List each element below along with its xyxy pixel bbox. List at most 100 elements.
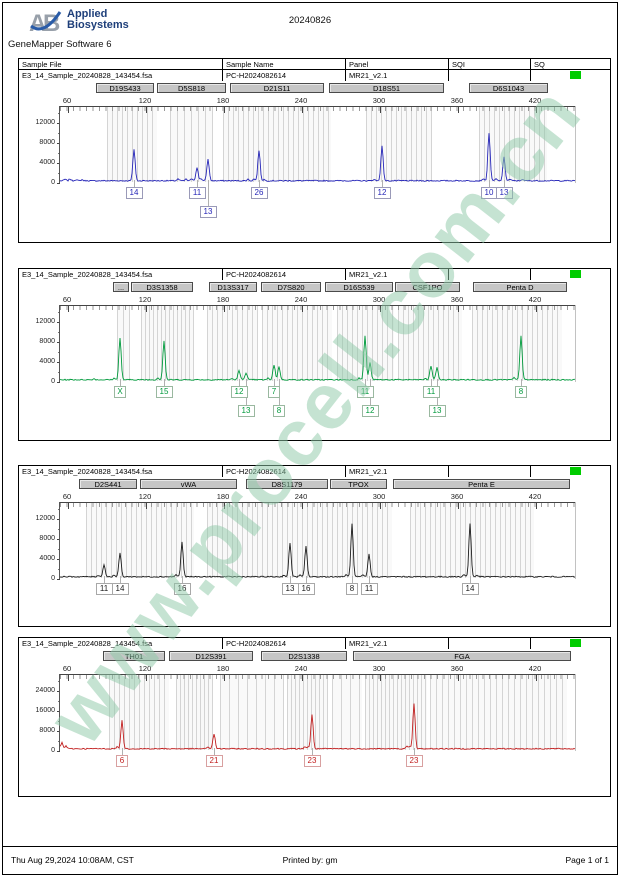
- marker-box-d7s820: D7S820: [261, 282, 321, 292]
- x-axis-tick-label: 360: [450, 96, 464, 105]
- bin-band: [117, 306, 130, 381]
- x-axis-tick-label: 300: [372, 492, 386, 501]
- allele-connector: [104, 576, 105, 583]
- x-axis-major-tick: [68, 106, 69, 113]
- marker-box-d8s1179: D8S1179: [246, 479, 328, 489]
- sample-name-value: PC-H2024082614: [223, 269, 346, 280]
- allele-connector: [239, 379, 240, 386]
- y-axis-tick-label: 16000: [35, 707, 55, 714]
- sqi-value: [449, 466, 531, 477]
- allele-label: 21: [205, 755, 223, 767]
- x-axis-row: 60 120 180 240 300 360 420: [19, 663, 610, 674]
- bin-band: [207, 503, 392, 578]
- footer-datetime: Thu Aug 29,2024 10:08AM, CST: [11, 855, 134, 865]
- report-footer: Thu Aug 29,2024 10:08AM, CST Printed by:…: [3, 846, 617, 874]
- trace-1: [60, 133, 575, 182]
- sqi-value: [449, 638, 531, 649]
- marker-box-d3s1358: D3S1358: [131, 282, 193, 292]
- x-axis-tick-label: 240: [294, 295, 308, 304]
- y-axis-tick: [57, 322, 60, 323]
- sq-value: [531, 70, 610, 81]
- x-axis-tick-label: 180: [216, 492, 230, 501]
- x-axis-major-tick: [302, 502, 303, 509]
- sample-name-value: PC-H2024082614: [223, 466, 346, 477]
- allele-label: 26: [250, 187, 268, 199]
- panel-value: MR21_v2.1: [346, 269, 449, 280]
- allele-connector: [120, 379, 121, 386]
- allele-connector: [489, 180, 490, 187]
- x-axis-tick-label: 420: [528, 664, 542, 673]
- panel-block-4: E3_14_Sample_20240828_143454.fsa PC-H2024…: [18, 637, 611, 797]
- y-axis-tick-label: 0: [51, 378, 55, 385]
- x-axis-tick-label: 120: [138, 664, 152, 673]
- sq-status-square: [570, 639, 581, 647]
- column-header-sample-file: Sample File: [19, 59, 223, 69]
- x-axis-tick-label: 180: [216, 295, 230, 304]
- x-axis-major-tick: [458, 305, 459, 312]
- y-axis-tick-label: 4000: [39, 358, 55, 365]
- allele-connector: [259, 180, 260, 187]
- sample-file-value: E3_14_Sample_20240828_143454.fsa: [19, 638, 223, 649]
- plot-area: 14 11 13 26 12 10 13: [59, 106, 576, 218]
- y-axis-tick-label: 12000: [35, 119, 55, 126]
- allele-connector: [504, 180, 505, 187]
- marker-row: D19S433 D5S818 D21S11 D18S51 D6S1043: [19, 81, 610, 95]
- x-axis-tick-label: 420: [528, 492, 542, 501]
- y-axis-tick-label: 0: [51, 575, 55, 582]
- y-axis-tick: [57, 382, 60, 383]
- marker-box-fga: FGA: [353, 651, 571, 661]
- plot-area: 11 14 16 13 16 8 11 14: [59, 502, 576, 595]
- sample-name-value: PC-H2024082614: [223, 638, 346, 649]
- trace-3: [60, 523, 575, 578]
- x-axis-major-tick: [536, 502, 537, 509]
- x-axis-major-tick: [302, 106, 303, 113]
- x-axis-tick-label: 420: [528, 96, 542, 105]
- sqi-value: [449, 70, 531, 81]
- x-axis-major-tick: [302, 305, 303, 312]
- allele-label: 13: [428, 405, 446, 417]
- allele-label: 13: [199, 206, 217, 218]
- marker-box-d21s11: D21S11: [230, 83, 324, 93]
- x-axis-major-tick: [146, 502, 147, 509]
- marker-box-d19s433: D19S433: [96, 83, 154, 93]
- x-axis-major-tick: [380, 502, 381, 509]
- x-axis-tick-label: 120: [138, 96, 152, 105]
- x-axis-major-tick: [536, 106, 537, 113]
- marker-box-d16s539: D16S539: [325, 282, 393, 292]
- y-axis-tick-label: 4000: [39, 555, 55, 562]
- allele-label: 14: [461, 583, 479, 595]
- bin-band: [366, 107, 432, 182]
- x-axis-tick-label: 240: [294, 664, 308, 673]
- allele-label: 8: [515, 386, 527, 398]
- report-title: 20240826: [288, 15, 332, 26]
- brand-line1: Applied: [67, 8, 108, 20]
- sq-status-square: [570, 270, 581, 278]
- allele-label: 6: [116, 755, 128, 767]
- y-axis-tick: [57, 751, 60, 752]
- marker-box-d2s441: D2S441: [79, 479, 137, 489]
- y-axis-tick: [57, 362, 60, 363]
- marker-box-: ...: [113, 282, 129, 292]
- y-axis-tick: [57, 163, 60, 164]
- bin-band: [207, 306, 258, 381]
- marker-box-csf1po: CSF1PO: [395, 282, 460, 292]
- electropherogram-blocks: Sample File Sample Name Panel SQI SQ E3_14_Sa…: [3, 58, 617, 797]
- x-axis-tick-label: 300: [372, 96, 386, 105]
- x-axis-tick-label: 300: [372, 664, 386, 673]
- plot-wrap: 0 4000 8000 12000 14 11 13 26 12 10 13: [19, 106, 610, 242]
- sq-value: [531, 638, 610, 649]
- allele-label: 14: [111, 583, 129, 595]
- allele-label: 14: [125, 187, 143, 199]
- x-axis-major-tick: [224, 106, 225, 113]
- panel-value: MR21_v2.1: [346, 70, 449, 81]
- x-axis-row: 60 120 180 240 300 360 420: [19, 95, 610, 106]
- x-axis-major-tick: [68, 305, 69, 312]
- allele-connector: [122, 748, 123, 755]
- ab-logo-icon: A B: [29, 9, 63, 41]
- report-header: A B Applied Biosystems GeneMapper Softwa…: [3, 3, 617, 58]
- x-axis-tick-label: 60: [62, 295, 72, 304]
- bin-band: [332, 675, 362, 750]
- x-axis-tick-label: 360: [450, 295, 464, 304]
- x-axis-major-tick: [68, 502, 69, 509]
- trace-4: [60, 703, 575, 750]
